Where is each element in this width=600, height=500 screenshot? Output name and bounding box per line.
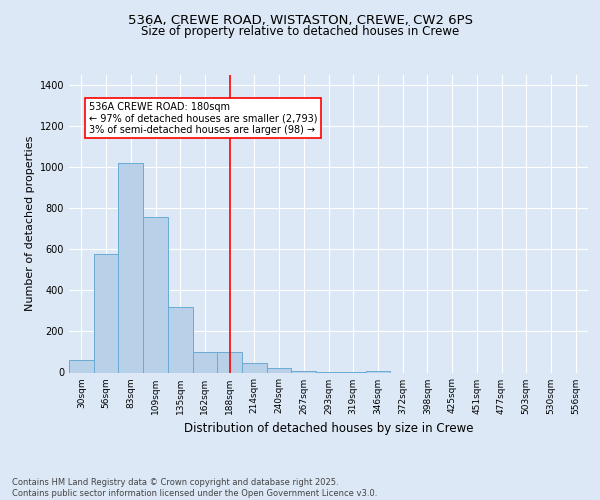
Bar [193, 352, 217, 372]
Text: Contains HM Land Registry data © Crown copyright and database right 2025.
Contai: Contains HM Land Registry data © Crown c… [12, 478, 377, 498]
Bar [217, 352, 242, 372]
Bar [118, 163, 143, 372]
Bar [267, 368, 292, 372]
Bar [168, 307, 193, 372]
Text: 536A, CREWE ROAD, WISTASTON, CREWE, CW2 6PS: 536A, CREWE ROAD, WISTASTON, CREWE, CW2 … [128, 14, 473, 27]
Bar [69, 360, 94, 372]
Y-axis label: Number of detached properties: Number of detached properties [25, 136, 35, 312]
Text: Size of property relative to detached houses in Crewe: Size of property relative to detached ho… [141, 25, 459, 38]
Bar [143, 216, 168, 372]
Bar [94, 254, 118, 372]
Text: 536A CREWE ROAD: 180sqm
← 97% of detached houses are smaller (2,793)
3% of semi-: 536A CREWE ROAD: 180sqm ← 97% of detache… [89, 102, 317, 135]
X-axis label: Distribution of detached houses by size in Crewe: Distribution of detached houses by size … [184, 422, 473, 435]
Bar [242, 364, 267, 372]
